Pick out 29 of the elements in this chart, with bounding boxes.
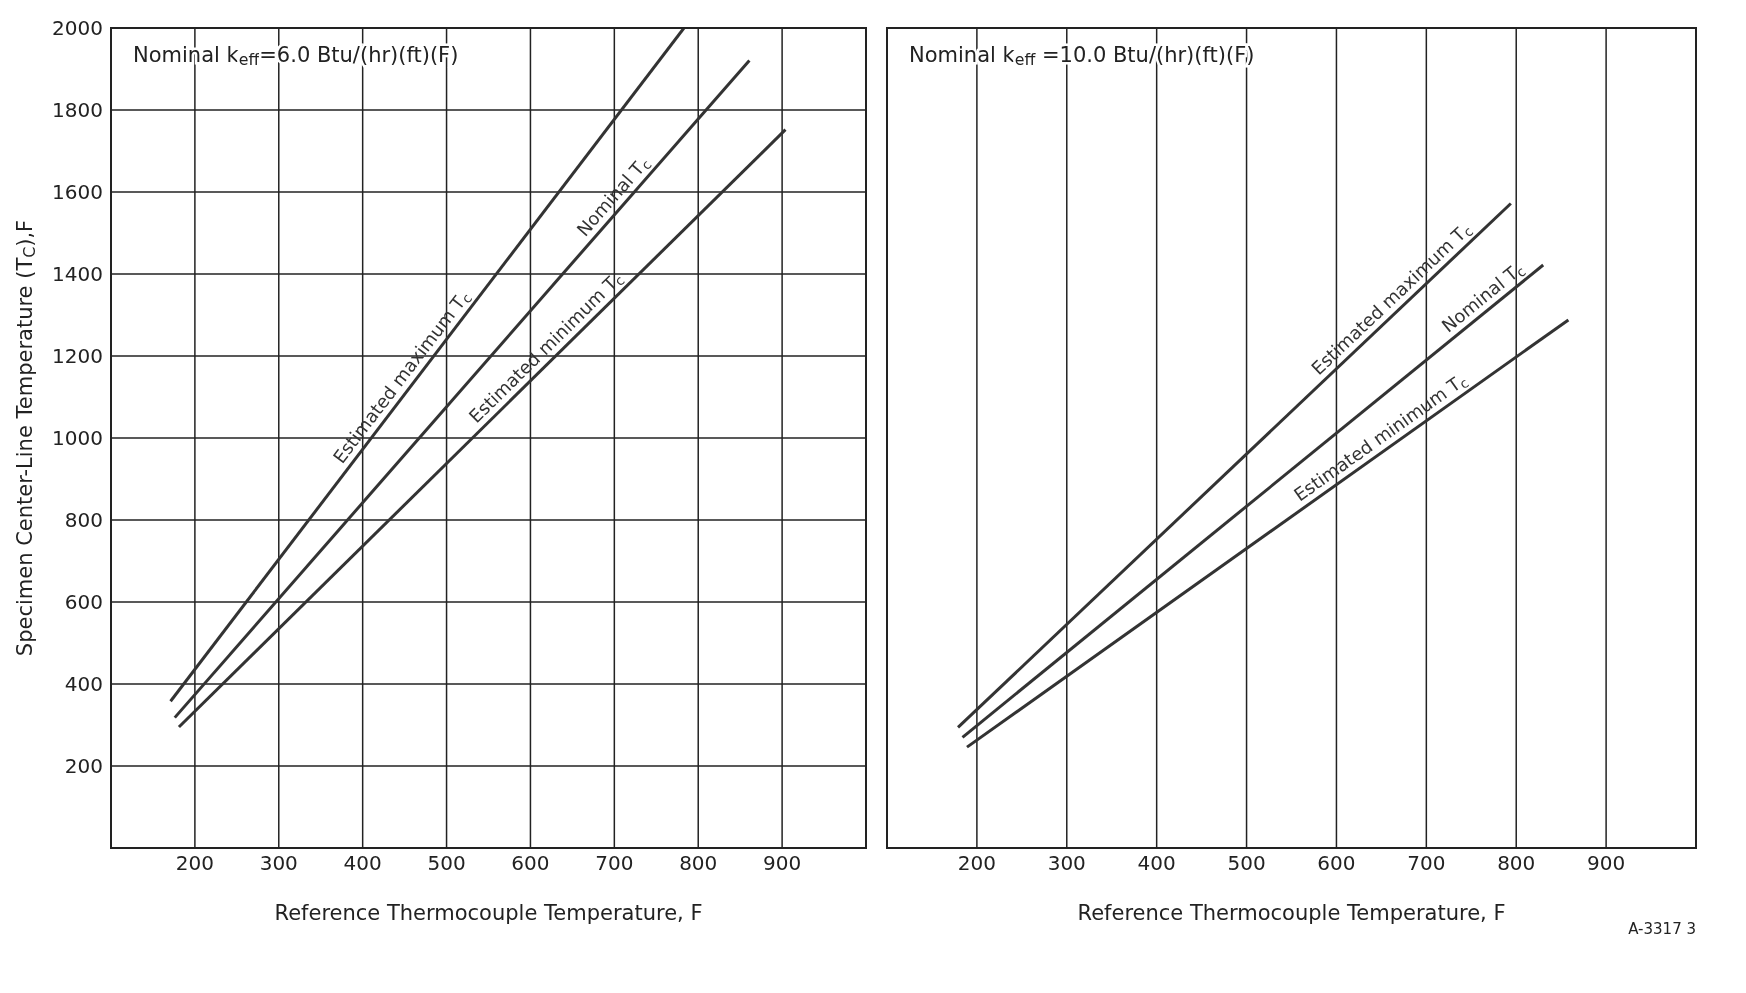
x-tick-label: 900 bbox=[1587, 851, 1626, 876]
y-tick-label: 1600 bbox=[52, 180, 103, 205]
x-tick-label: 800 bbox=[679, 851, 718, 876]
x-tick-label: 600 bbox=[511, 851, 550, 876]
y-tick-label: 400 bbox=[64, 672, 103, 697]
y-tick-label: 800 bbox=[64, 508, 103, 533]
y-tick-label: 1200 bbox=[52, 344, 103, 369]
y-tick-label: 1400 bbox=[52, 262, 103, 287]
x-tick-label: 700 bbox=[595, 851, 634, 876]
y-tick-label: 2000 bbox=[52, 16, 103, 41]
x-tick-label: 800 bbox=[1497, 851, 1536, 876]
x-tick-label: 200 bbox=[175, 851, 214, 876]
x-axis-title: Reference Thermocouple Temperature, F bbox=[1077, 901, 1506, 925]
x-tick-label: 400 bbox=[343, 851, 382, 876]
x-axis-title: Reference Thermocouple Temperature, F bbox=[274, 901, 703, 925]
x-tick-label: 300 bbox=[1047, 851, 1086, 876]
x-tick-label: 900 bbox=[763, 851, 802, 876]
x-tick-label: 500 bbox=[1227, 851, 1266, 876]
y-tick-label: 1800 bbox=[52, 98, 103, 123]
x-tick-label: 500 bbox=[427, 851, 466, 876]
y-tick-label: 200 bbox=[64, 754, 103, 779]
y-tick-label: 1000 bbox=[52, 426, 103, 451]
text: A-3317 3 bbox=[1628, 920, 1696, 938]
x-tick-label: 700 bbox=[1407, 851, 1446, 876]
x-tick-label: 600 bbox=[1317, 851, 1356, 876]
x-tick-label: 200 bbox=[957, 851, 996, 876]
x-tick-label: 300 bbox=[259, 851, 298, 876]
x-tick-label: 400 bbox=[1137, 851, 1176, 876]
y-tick-label: 600 bbox=[64, 590, 103, 615]
